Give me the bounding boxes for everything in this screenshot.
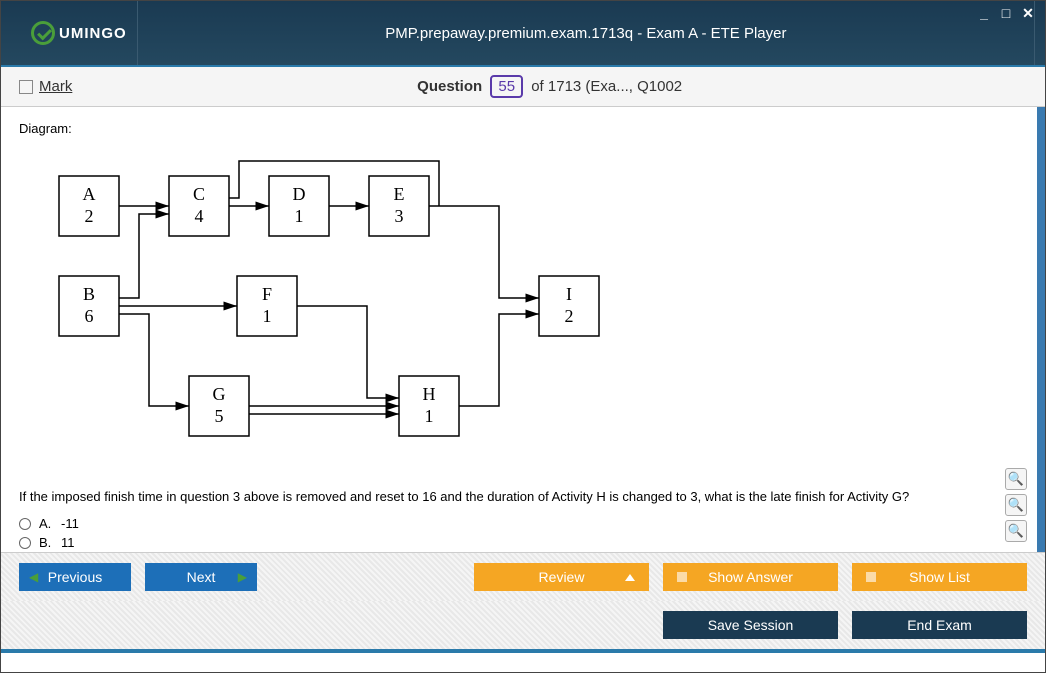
save-label: Save Session: [708, 617, 794, 633]
svg-text:1: 1: [295, 206, 304, 226]
square-icon: [866, 572, 876, 582]
answer-option[interactable]: A.-11: [19, 516, 1027, 531]
answer-letter: B.: [39, 535, 61, 550]
svg-text:E: E: [394, 184, 405, 204]
review-label: Review: [539, 569, 585, 585]
bottom-bar: Save Session End Exam: [1, 601, 1045, 653]
svg-text:1: 1: [425, 406, 434, 426]
svg-text:G: G: [213, 384, 226, 404]
logo-check-icon: [31, 21, 55, 45]
nav-bar: ◀ Previous Next ▶ Review Show Answer Sho…: [1, 552, 1045, 601]
svg-text:2: 2: [85, 206, 94, 226]
review-button[interactable]: Review: [474, 563, 649, 591]
window-title: PMP.prepaway.premium.exam.1713q - Exam A…: [137, 1, 1035, 65]
square-icon: [677, 572, 687, 582]
mark-checkbox[interactable]: [19, 80, 33, 94]
show-answer-button[interactable]: Show Answer: [663, 563, 838, 591]
save-session-button[interactable]: Save Session: [663, 611, 838, 639]
question-word: Question: [417, 78, 482, 95]
logo: UMINGO: [31, 21, 127, 45]
svg-text:B: B: [83, 284, 95, 304]
answer-letter: A.: [39, 516, 61, 531]
end-exam-button[interactable]: End Exam: [852, 611, 1027, 639]
mark-label[interactable]: Mark: [39, 78, 72, 95]
zoom-tools: 🔍 🔍 🔍: [1005, 468, 1027, 542]
svg-text:6: 6: [85, 306, 94, 326]
answer-text: -11: [61, 516, 79, 531]
svg-text:C: C: [193, 184, 205, 204]
show-list-button[interactable]: Show List: [852, 563, 1027, 591]
next-label: Next: [187, 569, 216, 585]
diagram-label: Diagram:: [19, 121, 1027, 136]
network-diagram: A2C4D1E3B6F1G5H1I2: [39, 156, 619, 456]
svg-text:A: A: [83, 184, 96, 204]
end-label: End Exam: [907, 617, 972, 633]
title-bar: UMINGO PMP.prepaway.premium.exam.1713q -…: [1, 1, 1045, 67]
svg-text:H: H: [423, 384, 436, 404]
maximize-icon[interactable]: □: [997, 5, 1015, 22]
previous-button[interactable]: ◀ Previous: [19, 563, 131, 591]
svg-text:D: D: [293, 184, 306, 204]
next-button[interactable]: Next ▶: [145, 563, 257, 591]
content-area: Diagram: A2C4D1E3B6F1G5H1I2 If the impos…: [1, 107, 1045, 552]
svg-text:F: F: [262, 284, 272, 304]
radio-icon[interactable]: [19, 518, 31, 530]
close-icon[interactable]: ✕: [1019, 5, 1037, 22]
question-total: of 1713 (Exa..., Q1002: [531, 78, 682, 95]
question-text: If the imposed finish time in question 3…: [19, 489, 1027, 504]
zoom-in-icon[interactable]: 🔍: [1005, 494, 1027, 516]
scrollbar[interactable]: [1037, 107, 1045, 552]
show-answer-label: Show Answer: [708, 569, 793, 585]
minimize-icon[interactable]: _: [975, 5, 993, 22]
svg-text:I: I: [566, 284, 572, 304]
radio-icon[interactable]: [19, 537, 31, 549]
answer-text: 11: [61, 535, 75, 550]
zoom-reset-icon[interactable]: 🔍: [1005, 468, 1027, 490]
window-controls: _ □ ✕: [975, 5, 1037, 22]
svg-text:1: 1: [263, 306, 272, 326]
svg-text:3: 3: [395, 206, 404, 226]
question-bar: Mark Question 55 of 1713 (Exa..., Q1002: [1, 67, 1045, 107]
question-number: 55: [490, 75, 523, 98]
question-counter: Question 55 of 1713 (Exa..., Q1002: [72, 75, 1027, 98]
zoom-out-icon[interactable]: 🔍: [1005, 520, 1027, 542]
answer-option[interactable]: B.11: [19, 535, 1027, 550]
previous-label: Previous: [48, 569, 102, 585]
logo-text: UMINGO: [59, 25, 127, 42]
svg-text:4: 4: [195, 206, 204, 226]
answers-list: A.-11B.11: [19, 516, 1027, 550]
show-list-label: Show List: [909, 569, 970, 585]
svg-text:5: 5: [215, 406, 224, 426]
svg-text:2: 2: [565, 306, 574, 326]
chevron-up-icon: [625, 574, 635, 581]
